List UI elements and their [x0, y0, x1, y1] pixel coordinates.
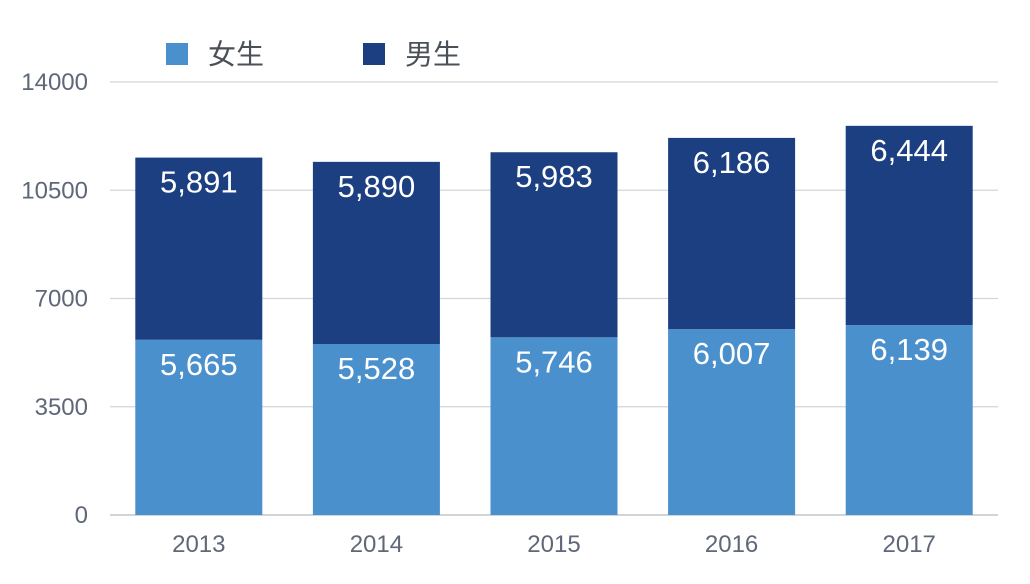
- data-label: 6,007: [693, 336, 771, 371]
- x-tick-label: 2015: [527, 531, 580, 558]
- bar-male-2014: [312, 161, 440, 345]
- bars: [135, 125, 973, 515]
- data-label: 6,139: [870, 332, 948, 367]
- bar-male-2017: [845, 125, 973, 326]
- axes: 0 3500 7000 10500 14000 2013 2014 2015 2016 2017: [21, 69, 936, 558]
- bar-female-2016: [668, 329, 796, 515]
- data-label: 5,890: [338, 169, 416, 204]
- data-label: 6,186: [693, 145, 771, 180]
- data-label: 5,891: [160, 165, 238, 200]
- x-tick-label: 2016: [705, 531, 758, 558]
- legend-label-female: 女生: [208, 38, 264, 71]
- y-tick-label: 14000: [21, 69, 88, 96]
- legend-swatch-female: [166, 43, 188, 65]
- x-tick-label: 2017: [883, 531, 936, 558]
- data-labels: 5,665 5,891 5,528 5,890 5,746 5,983 6,007 6,186…: [160, 133, 948, 386]
- x-tick-label: 2013: [172, 531, 225, 558]
- bar-female-2015: [490, 337, 618, 515]
- x-tick-label: 2014: [350, 531, 403, 558]
- y-tick-label: 3500: [35, 394, 88, 421]
- bar-male-2013: [135, 157, 263, 340]
- data-label: 5,528: [338, 351, 416, 386]
- bar-male-2016: [668, 137, 796, 330]
- y-tick-label: 7000: [35, 286, 88, 313]
- y-tick-label: 0: [75, 502, 88, 529]
- data-label: 5,983: [515, 159, 593, 194]
- legend-swatch-male: [363, 43, 385, 65]
- y-tick-label: 10500: [21, 177, 88, 204]
- data-label: 5,665: [160, 347, 238, 382]
- legend: 女生 男生: [166, 38, 461, 71]
- bar-female-2017: [845, 325, 973, 515]
- bar-male-2015: [490, 152, 618, 338]
- data-label: 6,444: [870, 133, 948, 168]
- data-label: 5,746: [515, 344, 593, 379]
- bar-female-2014: [312, 344, 440, 515]
- legend-label-male: 男生: [405, 38, 461, 71]
- bar-female-2013: [135, 339, 263, 515]
